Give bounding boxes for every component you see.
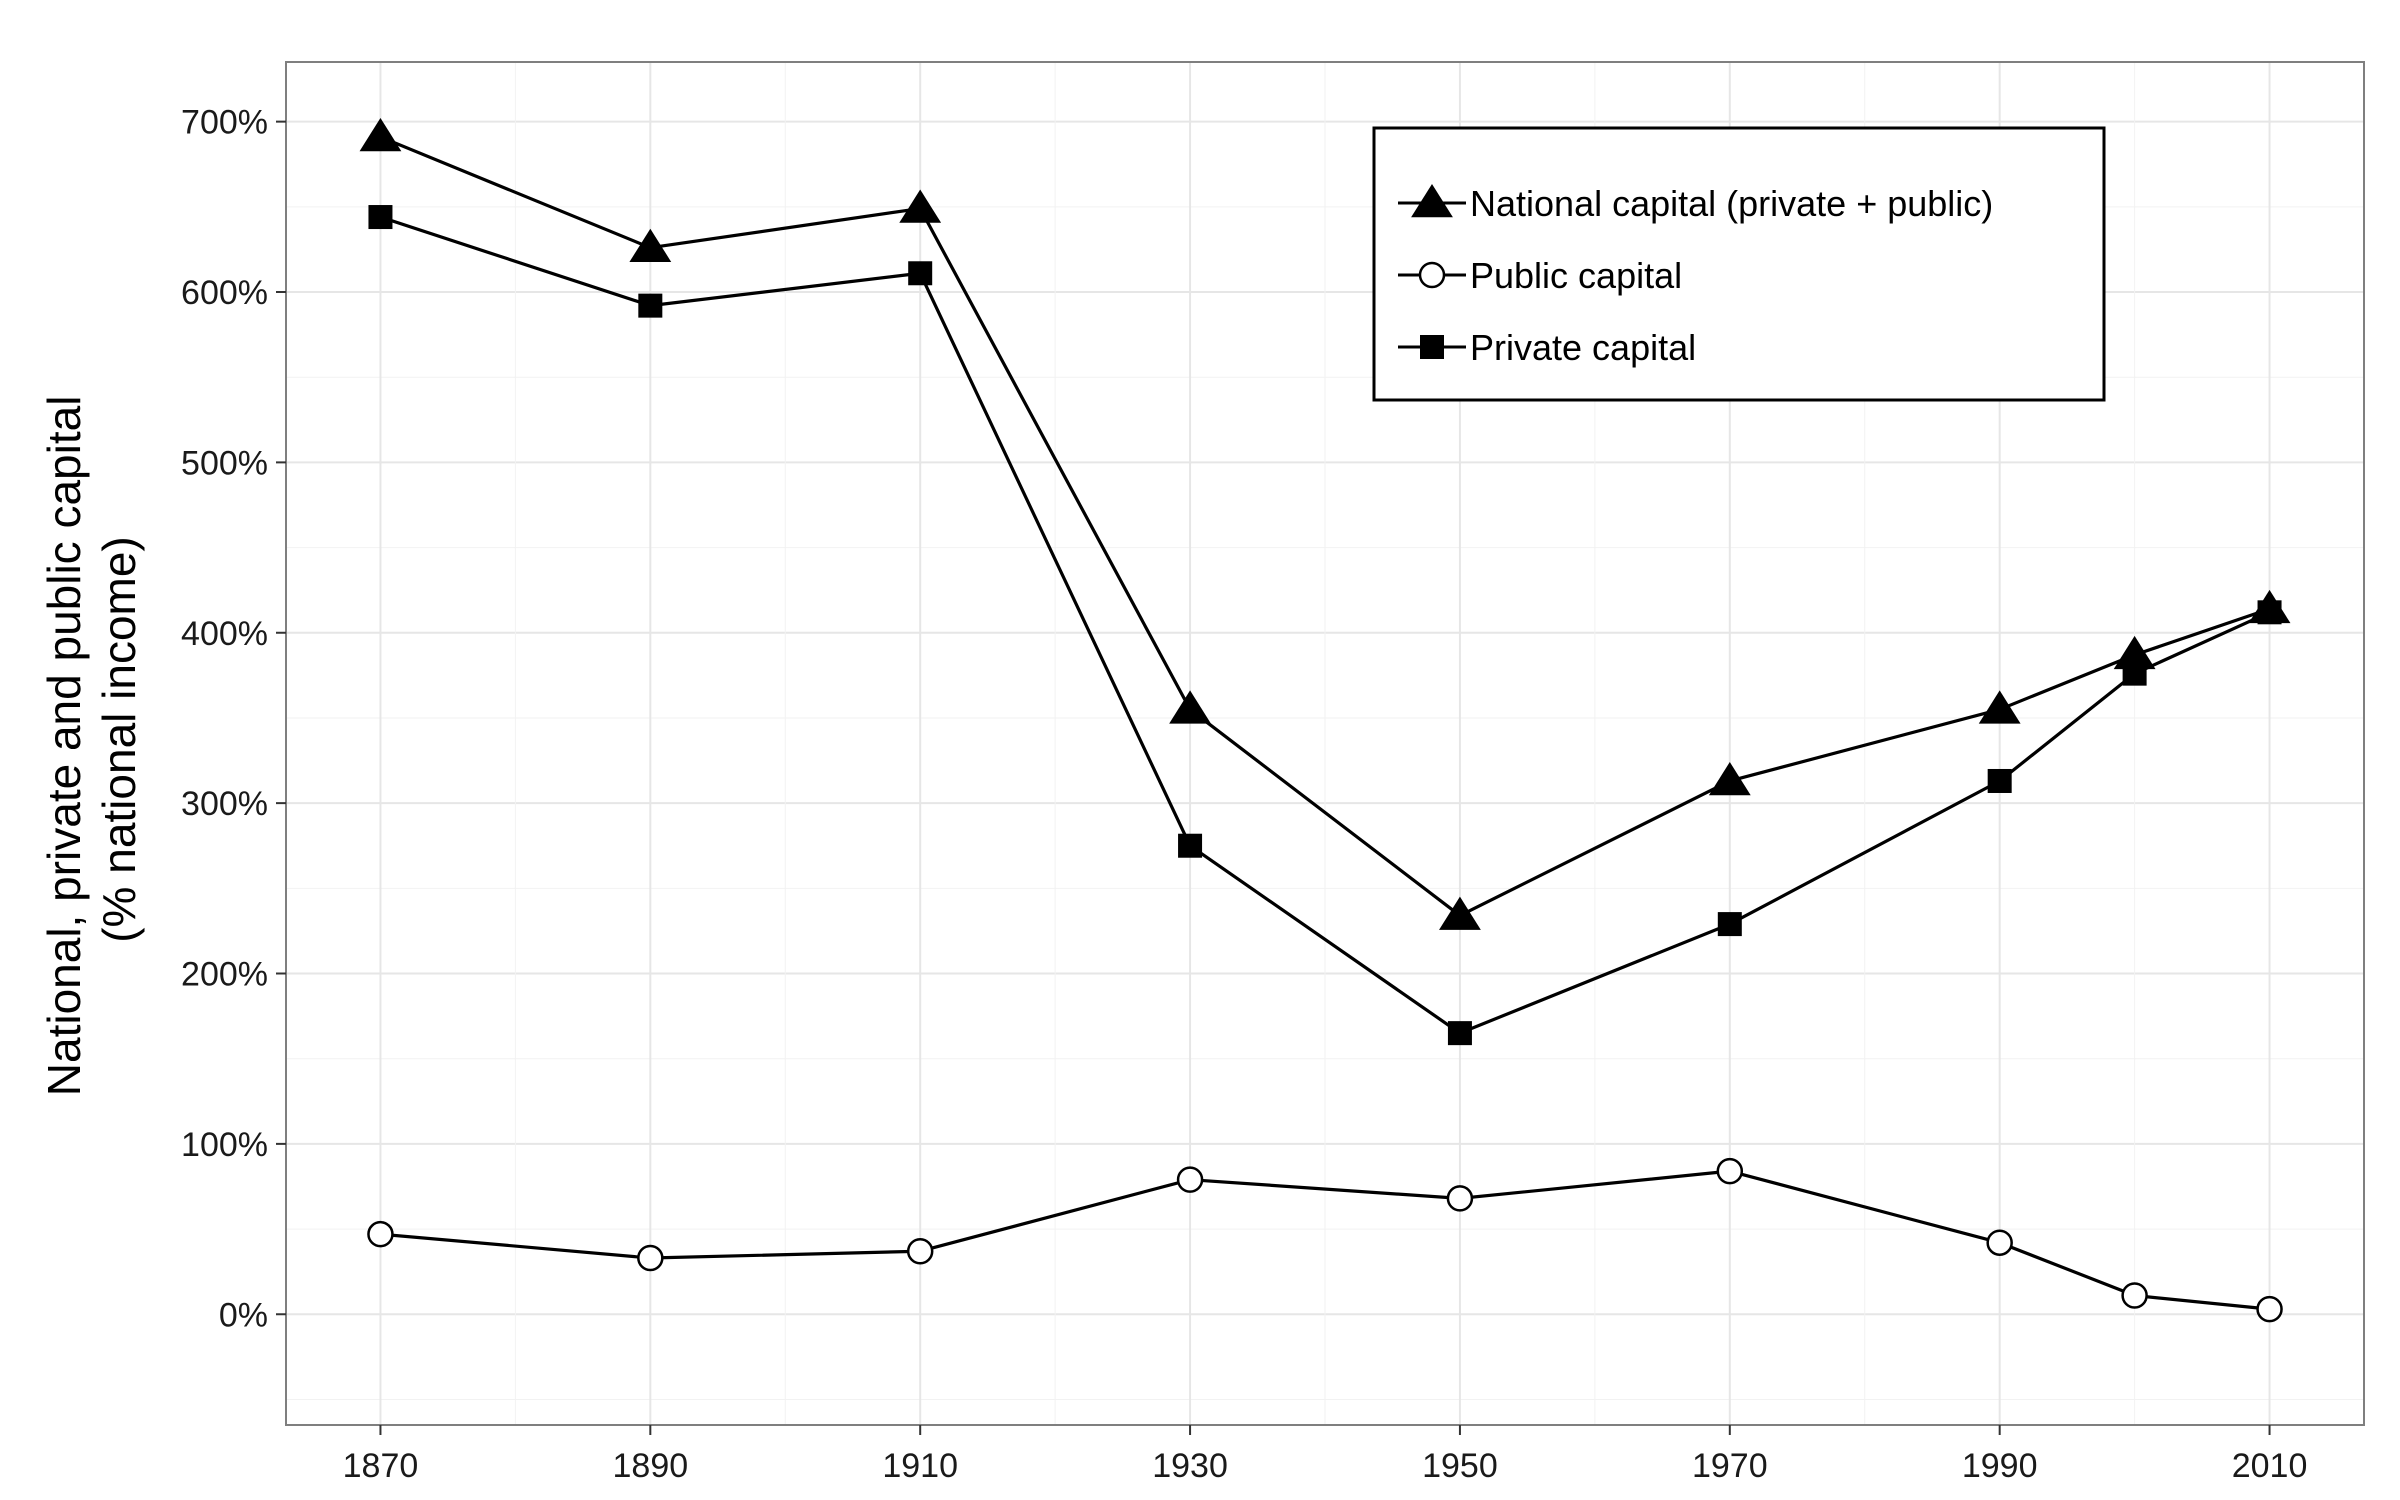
legend-item: National capital (private + public) [1398,183,1993,224]
series-open-circle [367,1157,2283,1323]
legend-label: Public capital [1470,255,1682,296]
legend-key-square [1420,335,1444,359]
data-point-open-circle [1986,1229,2013,1256]
x-tick-label: 1890 [613,1447,689,1485]
legend-key-open-circle [1418,261,1446,289]
x-tick-label: 1930 [1152,1447,1228,1485]
data-point-open-circle [637,1244,664,1272]
x-tick-label: 1990 [1962,1447,2038,1485]
y-tick-label: 100% [181,1126,268,1164]
data-point-square [1178,833,1203,858]
y-tick-label: 200% [181,956,268,994]
data-point-triangle [1439,896,1481,930]
x-tick-label: 1950 [1422,1447,1498,1485]
x-tick-label: 1970 [1692,1447,1768,1485]
data-point-triangle [2113,635,2156,670]
x-tick-label: 1910 [882,1447,958,1485]
data-point-open-circle [906,1237,934,1265]
series [359,117,2291,1323]
data-point-triangle [1978,690,2021,724]
y-axis-title-line-1: National, private and public capital [38,396,90,1097]
data-point-square [368,205,393,230]
legend-items: National capital (private + public) Publi… [1398,183,1993,368]
legend-key-triangle [1411,184,1453,218]
data-point-square [2122,661,2147,686]
y-axis-title-line-2: (% national income) [93,536,145,943]
y-tick-label: 300% [181,785,268,823]
legend-box [1372,126,2106,402]
data-point-square [2257,600,2282,625]
y-tick-label: 500% [181,444,268,482]
data-point-open-circle [1176,1166,1204,1193]
legend-item: Private capital [1398,327,1696,368]
series-square [368,205,2282,1046]
y-tick-label: 400% [181,615,268,653]
x-tick-label: 1870 [343,1447,419,1485]
data-point-triangle [359,117,402,152]
data-point-open-circle [2121,1282,2148,1309]
y-axis-title: National, private and public capital (% … [38,383,145,1096]
data-point-triangle [899,189,942,223]
data-point-square [1717,912,1742,937]
legend-label: Private capital [1470,327,1696,368]
data-point-square [908,261,933,286]
data-point-square [638,293,663,318]
x-tick-label: 2010 [2232,1447,2308,1485]
data-point-triangle [1169,690,1211,724]
legend-item: Public capital [1398,255,1682,296]
y-axis: 0% 100% 200% 300% 400% 500% 600% 700% [181,104,286,1334]
data-point-open-circle [2256,1295,2283,1323]
y-tick-label: 700% [181,104,268,142]
plot-panel-border [285,61,2365,1426]
data-point-open-circle [1446,1185,1474,1212]
data-point-triangle [629,228,672,262]
legend: National capital (private + public) Publi… [1372,126,2106,402]
data-point-square [1987,768,2012,793]
data-point-open-circle [1716,1157,1744,1185]
y-tick-label: 600% [181,274,268,312]
y-tick-label: 0% [219,1296,268,1334]
data-point-open-circle [367,1220,394,1248]
x-axis: 1870 1890 1910 1930 1950 1970 1990 2010 [343,1425,2308,1485]
data-point-triangle [1708,761,1751,796]
data-point-square [1447,1021,1472,1046]
legend-label: National capital (private + public) [1470,183,1993,224]
